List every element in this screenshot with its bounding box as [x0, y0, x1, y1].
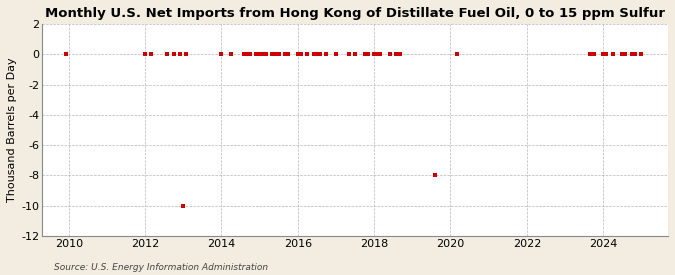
- Point: [308, 52, 319, 56]
- Point: [452, 52, 462, 56]
- Point: [225, 52, 236, 56]
- Point: [251, 52, 262, 56]
- Text: Source: U.S. Energy Information Administration: Source: U.S. Energy Information Administ…: [54, 263, 268, 272]
- Point: [598, 52, 609, 56]
- Point: [140, 52, 151, 56]
- Y-axis label: Thousand Barrels per Day: Thousand Barrels per Day: [7, 58, 17, 202]
- Point: [601, 52, 612, 56]
- Point: [254, 52, 265, 56]
- Point: [261, 52, 271, 56]
- Point: [311, 52, 322, 56]
- Point: [162, 52, 173, 56]
- Title: Monthly U.S. Net Imports from Hong Kong of Distillate Fuel Oil, 0 to 15 ppm Sulf: Monthly U.S. Net Imports from Hong Kong …: [45, 7, 665, 20]
- Point: [350, 52, 360, 56]
- Point: [238, 52, 249, 56]
- Point: [315, 52, 325, 56]
- Point: [60, 52, 71, 56]
- Point: [359, 52, 370, 56]
- Point: [391, 52, 402, 56]
- Point: [372, 52, 383, 56]
- Point: [242, 52, 252, 56]
- Point: [620, 52, 631, 56]
- Point: [588, 52, 599, 56]
- Point: [362, 52, 373, 56]
- Point: [608, 52, 618, 56]
- Point: [626, 52, 637, 56]
- Point: [369, 52, 379, 56]
- Point: [273, 52, 284, 56]
- Point: [175, 52, 186, 56]
- Point: [146, 52, 157, 56]
- Point: [394, 52, 405, 56]
- Point: [375, 52, 386, 56]
- Point: [344, 52, 354, 56]
- Point: [636, 52, 647, 56]
- Point: [585, 52, 596, 56]
- Point: [296, 52, 306, 56]
- Point: [385, 52, 396, 56]
- Point: [429, 173, 440, 178]
- Point: [178, 204, 188, 208]
- Point: [283, 52, 294, 56]
- Point: [270, 52, 281, 56]
- Point: [331, 52, 342, 56]
- Point: [630, 52, 641, 56]
- Point: [321, 52, 332, 56]
- Point: [617, 52, 628, 56]
- Point: [302, 52, 313, 56]
- Point: [244, 52, 255, 56]
- Point: [267, 52, 277, 56]
- Point: [292, 52, 303, 56]
- Point: [279, 52, 290, 56]
- Point: [216, 52, 227, 56]
- Point: [257, 52, 268, 56]
- Point: [181, 52, 192, 56]
- Point: [168, 52, 179, 56]
